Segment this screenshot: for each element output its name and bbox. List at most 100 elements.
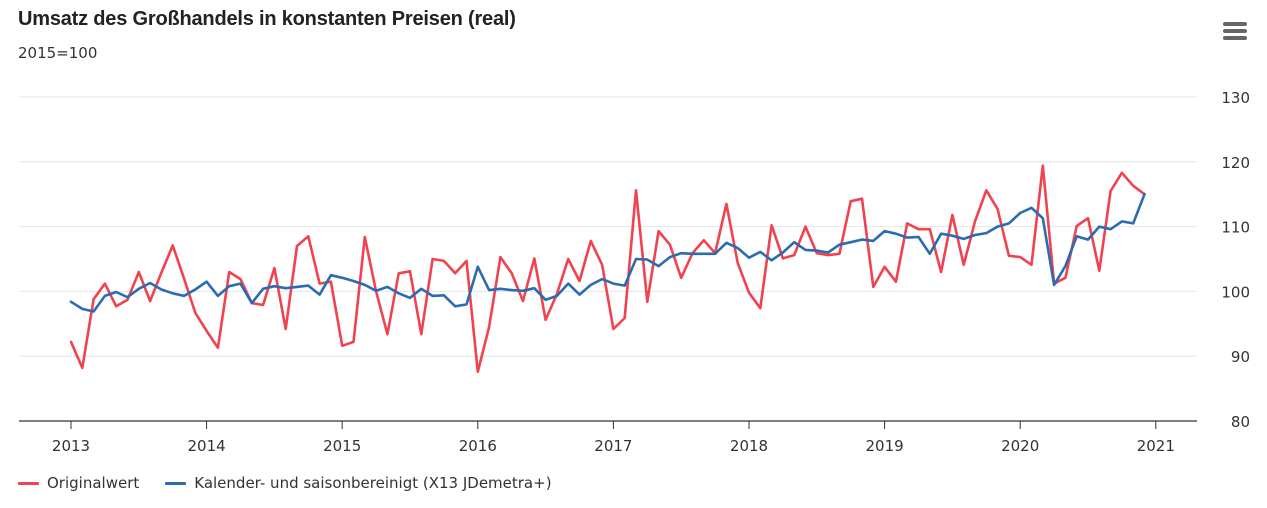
data-point[interactable] [441,258,447,264]
data-point[interactable] [1029,205,1035,211]
data-point[interactable] [791,252,797,258]
data-point[interactable] [882,264,888,270]
data-point[interactable] [91,308,97,314]
data-point[interactable] [656,263,662,269]
data-point[interactable] [362,282,368,288]
data-point[interactable] [339,343,345,349]
data-point[interactable] [497,254,503,260]
data-point[interactable] [961,262,967,268]
data-point[interactable] [836,251,842,257]
data-point[interactable] [983,187,989,193]
data-point[interactable] [1074,233,1080,239]
data-point[interactable] [294,243,300,249]
data-point[interactable] [249,300,255,306]
data-point[interactable] [102,281,108,287]
data-point[interactable] [565,281,571,287]
data-point[interactable] [113,303,119,309]
data-point[interactable] [961,236,967,242]
data-point[interactable] [746,255,752,261]
data-point[interactable] [577,278,583,284]
data-point[interactable] [938,269,944,275]
data-point[interactable] [588,238,594,244]
data-point[interactable] [1029,262,1035,268]
series-line-originalwert[interactable] [69,164,1146,374]
data-point[interactable] [328,272,334,278]
data-point[interactable] [475,369,481,375]
data-point[interactable] [486,324,492,330]
data-point[interactable] [317,281,323,287]
data-point[interactable] [723,240,729,246]
data-point[interactable] [91,296,97,302]
data-point[interactable] [848,198,854,204]
data-point[interactable] [1130,183,1136,189]
data-point[interactable] [204,279,210,285]
data-point[interactable] [814,248,820,254]
data-point[interactable] [701,251,707,257]
data-point[interactable] [136,269,142,275]
data-point[interactable] [384,331,390,337]
data-point[interactable] [181,275,187,281]
data-point[interactable] [170,290,176,296]
data-point[interactable] [452,303,458,309]
data-point[interactable] [260,286,266,292]
data-point[interactable] [396,290,402,296]
data-point[interactable] [735,260,741,266]
data-point[interactable] [79,365,85,371]
data-point[interactable] [520,298,526,304]
data-point[interactable] [870,238,876,244]
data-point[interactable] [271,283,277,289]
data-point[interactable] [1017,210,1023,216]
data-point[interactable] [712,251,718,257]
data-point[interactable] [780,250,786,256]
data-point[interactable] [656,228,662,234]
legend-item-originalwert[interactable]: Originalwert [18,474,139,492]
data-point[interactable] [1062,275,1068,281]
data-point[interactable] [1130,220,1136,226]
data-point[interactable] [192,286,198,292]
data-point[interactable] [565,256,571,262]
data-point[interactable] [1108,226,1114,232]
data-point[interactable] [916,226,922,232]
data-point[interactable] [430,293,436,299]
data-point[interactable] [418,331,424,337]
data-point[interactable] [497,286,503,292]
data-point[interactable] [791,239,797,245]
data-point[interactable] [1017,254,1023,260]
data-point[interactable] [509,270,515,276]
data-point[interactable] [678,275,684,281]
data-point[interactable] [678,250,684,256]
data-point[interactable] [68,339,74,345]
data-point[interactable] [746,290,752,296]
data-point[interactable] [1119,218,1125,224]
data-point[interactable] [757,249,763,255]
data-point[interactable] [577,292,583,298]
chart-menu-button[interactable] [1219,18,1249,44]
data-point[interactable] [238,281,244,287]
data-point[interactable] [464,258,470,264]
data-point[interactable] [622,283,628,289]
data-point[interactable] [339,275,345,281]
data-point[interactable] [859,237,865,243]
data-point[interactable] [509,287,515,293]
data-point[interactable] [938,231,944,237]
data-point[interactable] [848,239,854,245]
data-point[interactable] [916,234,922,240]
data-point[interactable] [735,245,741,251]
data-point[interactable] [882,228,888,234]
data-point[interactable] [226,269,232,275]
data-point[interactable] [1074,223,1080,229]
data-point[interactable] [949,212,955,218]
data-point[interactable] [825,250,831,256]
data-point[interactable] [430,256,436,262]
data-point[interactable] [836,242,842,248]
data-point[interactable] [1142,191,1148,197]
data-point[interactable] [362,234,368,240]
data-point[interactable] [543,317,549,323]
data-point[interactable] [147,298,153,304]
data-point[interactable] [995,206,1001,212]
data-point[interactable] [418,286,424,292]
data-point[interactable] [215,345,221,351]
data-point[interactable] [1096,268,1102,274]
data-point[interactable] [1062,263,1068,269]
data-point[interactable] [147,280,153,286]
